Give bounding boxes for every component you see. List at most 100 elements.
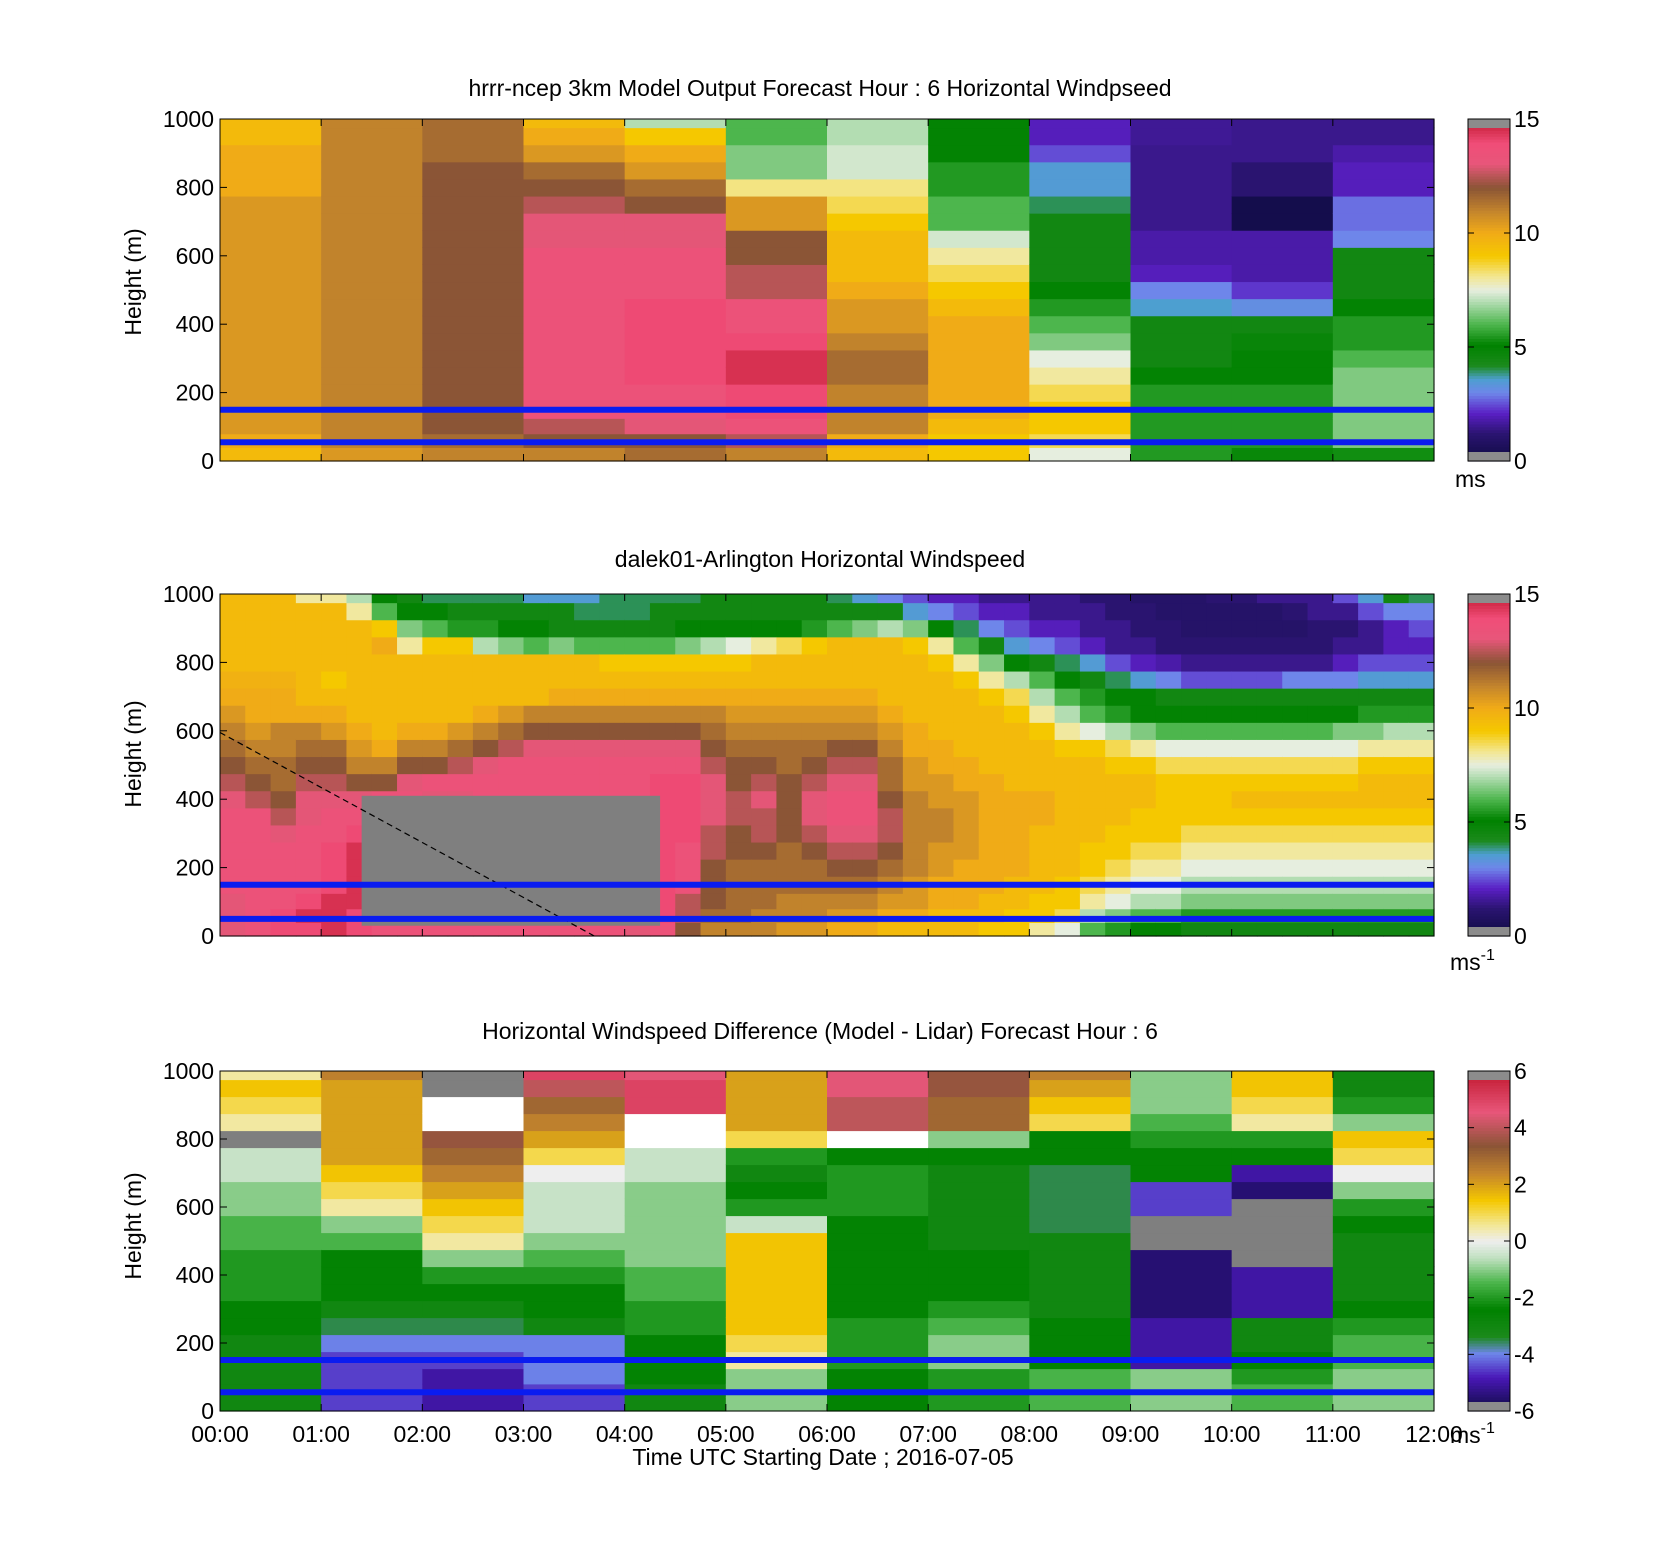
colorbar-segment [1468, 324, 1510, 328]
heatmap-cell [624, 705, 651, 723]
heatmap-cell [422, 1249, 525, 1268]
colorbar-segment [1468, 446, 1510, 451]
heatmap-cell [1358, 893, 1385, 910]
heatmap-cell [1231, 1283, 1334, 1302]
heatmap-cell [928, 1130, 1030, 1149]
heatmap-cell [1332, 1300, 1435, 1319]
colorbar-segment [1468, 207, 1510, 211]
heatmap-cell [321, 1397, 423, 1412]
heatmap-cell [725, 447, 828, 462]
heatmap-cell [1054, 790, 1081, 809]
heatmap-cell [245, 722, 272, 740]
colorbar-segment [1468, 636, 1510, 641]
heatmap-cell [624, 1164, 727, 1183]
heatmap-cell [953, 773, 980, 792]
y-tick-label: 1000 [163, 581, 214, 607]
x-tick-label: 09:00 [1102, 1421, 1160, 1447]
heatmap-cell [1004, 922, 1030, 937]
heatmap-cell [852, 705, 879, 723]
heatmap-cell [1408, 841, 1435, 860]
colorbar-segment [1468, 790, 1510, 795]
heatmap-cell [321, 1164, 423, 1183]
heatmap-cell [523, 1300, 626, 1319]
heatmap-cell [1231, 447, 1334, 462]
heatmap-cell [1383, 756, 1410, 775]
heatmap-cell [928, 1071, 1030, 1081]
heatmap-cell [1155, 602, 1182, 621]
heatmap-cell [371, 739, 398, 758]
heatmap-cell [1029, 619, 1056, 638]
panel-model-output: hrrr-ncep 3km Model Output Forecast Hour… [120, 75, 1540, 492]
heatmap-cell [1004, 619, 1030, 638]
colorbar-segment [1468, 819, 1510, 823]
colorbar-segment [1468, 215, 1510, 220]
heatmap-cell [599, 922, 626, 937]
colorbar-cap [1468, 927, 1510, 936]
colorbar-segment [1468, 1354, 1510, 1358]
heatmap-cell [1004, 670, 1030, 689]
heatmap-cell [624, 653, 651, 672]
heatmap-cell [1079, 653, 1106, 672]
heatmap-cell [776, 893, 803, 910]
heatmap-cell [1029, 119, 1132, 129]
heatmap-cell [827, 1266, 929, 1285]
colorbar-segment [1468, 1153, 1510, 1157]
heatmap-cell [1181, 859, 1207, 877]
heatmap-cell [624, 161, 727, 180]
heatmap-cell [220, 418, 322, 435]
heatmap-cell [245, 739, 272, 758]
heatmap-cell [397, 739, 423, 758]
panel-difference: Horizontal Windspeed Difference (Model -… [120, 1018, 1535, 1470]
heatmap-cell [397, 922, 423, 937]
heatmap-cell [827, 773, 853, 792]
heatmap-cell [523, 195, 626, 214]
heatmap-cell [220, 298, 322, 317]
heatmap-cell [776, 859, 803, 877]
heatmap-cell [220, 653, 246, 672]
colorbar-segment [1468, 1294, 1510, 1299]
heatmap-cell [953, 653, 980, 672]
heatmap-cell [321, 1283, 423, 1302]
heatmap-cell [827, 195, 929, 214]
colorbar-segment [1468, 1289, 1510, 1293]
heatmap-cell [1004, 859, 1030, 877]
heatmap-cell [1130, 144, 1233, 163]
heatmap-cell [801, 893, 828, 910]
heatmap-cell [751, 790, 778, 809]
heatmap-cell [371, 619, 398, 638]
heatmap-cell [700, 722, 727, 740]
heatmap-cell [1307, 653, 1334, 672]
colorbar-segment [1468, 1340, 1510, 1344]
colorbar-segment [1468, 127, 1510, 131]
heatmap-cell [827, 859, 853, 877]
heatmap-cell [321, 1181, 423, 1200]
colorbar-segment [1468, 1150, 1510, 1154]
heatmap-cell [877, 602, 904, 621]
heatmap-cell [751, 922, 778, 937]
heatmap-cell [1181, 841, 1207, 860]
heatmap-cell [827, 213, 929, 231]
heatmap-cell [1282, 722, 1309, 740]
colorbar-cap [1468, 452, 1510, 461]
heatmap-cell [877, 688, 904, 706]
heatmap-cell [827, 636, 853, 655]
heatmap-cell [523, 144, 626, 163]
colorbar-segment [1468, 150, 1510, 154]
y-tick-label: 200 [176, 1330, 214, 1356]
heatmap-cell [422, 1317, 525, 1336]
heatmap-cell [397, 619, 423, 638]
heatmap-cell [1029, 1198, 1132, 1217]
colorbar-segment [1468, 201, 1510, 206]
heatmap-cell [1029, 705, 1056, 723]
x-tick-label: 11:00 [1305, 1421, 1361, 1447]
heatmap-cell [1231, 859, 1258, 877]
heatmap-cell [523, 1164, 626, 1183]
heatmap-cell [1004, 841, 1030, 860]
heatmap-cell [397, 705, 423, 723]
heatmap-cell [220, 705, 246, 723]
heatmap-cell [1231, 178, 1334, 197]
heatmap-cell [1282, 773, 1309, 792]
heatmap-cell [1029, 1317, 1132, 1336]
heatmap-cell [1130, 1079, 1233, 1098]
heatmap-cell [270, 636, 297, 655]
